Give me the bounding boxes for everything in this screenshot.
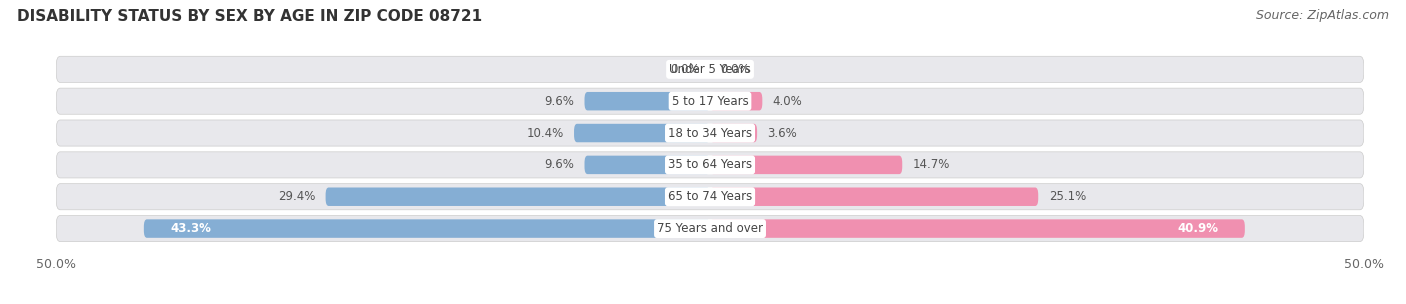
Text: 18 to 34 Years: 18 to 34 Years xyxy=(668,126,752,140)
FancyBboxPatch shape xyxy=(56,120,1364,146)
FancyBboxPatch shape xyxy=(585,92,710,110)
FancyBboxPatch shape xyxy=(710,92,762,110)
Text: 9.6%: 9.6% xyxy=(544,95,574,108)
FancyBboxPatch shape xyxy=(585,156,710,174)
Text: 29.4%: 29.4% xyxy=(278,190,315,203)
Text: 25.1%: 25.1% xyxy=(1049,190,1085,203)
FancyBboxPatch shape xyxy=(56,216,1364,242)
FancyBboxPatch shape xyxy=(56,184,1364,210)
FancyBboxPatch shape xyxy=(56,88,1364,114)
Text: Under 5 Years: Under 5 Years xyxy=(669,63,751,76)
Text: 10.4%: 10.4% xyxy=(526,126,564,140)
Text: 0.0%: 0.0% xyxy=(720,63,751,76)
FancyBboxPatch shape xyxy=(326,188,710,206)
FancyBboxPatch shape xyxy=(143,219,710,238)
Text: 40.9%: 40.9% xyxy=(1178,222,1219,235)
FancyBboxPatch shape xyxy=(710,188,1038,206)
Text: 5 to 17 Years: 5 to 17 Years xyxy=(672,95,748,108)
Text: 4.0%: 4.0% xyxy=(773,95,803,108)
Text: 14.7%: 14.7% xyxy=(912,158,950,171)
Text: 35 to 64 Years: 35 to 64 Years xyxy=(668,158,752,171)
Text: 9.6%: 9.6% xyxy=(544,158,574,171)
Text: 75 Years and over: 75 Years and over xyxy=(657,222,763,235)
Text: 43.3%: 43.3% xyxy=(170,222,211,235)
FancyBboxPatch shape xyxy=(56,56,1364,82)
Text: Source: ZipAtlas.com: Source: ZipAtlas.com xyxy=(1256,9,1389,22)
Text: 0.0%: 0.0% xyxy=(669,63,700,76)
Text: DISABILITY STATUS BY SEX BY AGE IN ZIP CODE 08721: DISABILITY STATUS BY SEX BY AGE IN ZIP C… xyxy=(17,9,482,24)
FancyBboxPatch shape xyxy=(56,152,1364,178)
FancyBboxPatch shape xyxy=(710,219,1244,238)
FancyBboxPatch shape xyxy=(574,124,710,142)
FancyBboxPatch shape xyxy=(710,156,903,174)
Text: 65 to 74 Years: 65 to 74 Years xyxy=(668,190,752,203)
FancyBboxPatch shape xyxy=(710,124,756,142)
Text: 3.6%: 3.6% xyxy=(768,126,797,140)
